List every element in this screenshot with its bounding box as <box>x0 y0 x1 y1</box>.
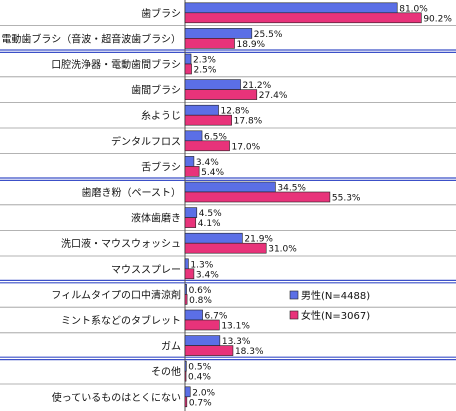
data-label: 12.8% <box>221 107 250 117</box>
data-label: 4.5% <box>199 209 222 219</box>
bar-male <box>184 258 189 270</box>
bar-female <box>184 89 258 100</box>
bar-male <box>184 309 203 321</box>
bar-female <box>184 12 422 24</box>
legend-swatch <box>289 290 299 300</box>
data-label: 17.8% <box>234 117 263 127</box>
category-label: 電動歯ブラシ（音波・超音波歯ブラシ） <box>1 32 181 45</box>
legend-swatch <box>289 310 299 320</box>
bar-female <box>184 396 188 408</box>
data-label: 3.4% <box>196 158 219 168</box>
labels: 歯ブラシ 81.0%90.2%電動歯ブラシ（音波・超音波歯ブラシ） 25.5%18.… <box>1 4 452 408</box>
bar-male <box>184 360 187 372</box>
bar-male <box>184 181 276 193</box>
category-label: 糸ようじ <box>141 110 181 122</box>
bar-male <box>184 28 253 39</box>
category-label: ミント系などのタブレット <box>61 314 181 327</box>
data-label: 21.2% <box>243 81 272 91</box>
category-label: 使っているものはとくにない <box>52 391 181 404</box>
bar-female <box>184 38 235 49</box>
bar-male <box>184 284 187 295</box>
bar-female <box>184 370 187 382</box>
bar-male <box>184 104 219 116</box>
legend: 男性(N=4488) 女性(N=3067) <box>289 289 370 322</box>
category-label: 洗口液・マウスウォッシュ <box>61 237 181 250</box>
bar-male <box>184 130 203 142</box>
legend-label: 男性(N=4488) <box>301 289 370 302</box>
bar-female <box>184 191 331 203</box>
bar-female <box>184 319 220 331</box>
category-label: 歯ブラシ <box>141 7 181 20</box>
bar-male <box>184 386 191 398</box>
category-label: マウススプレー <box>111 264 181 276</box>
data-label: 27.4% <box>259 91 288 101</box>
data-label: 17.0% <box>232 142 261 152</box>
data-label: 2.5% <box>194 66 217 76</box>
bar-male <box>184 79 241 90</box>
data-label: 21.9% <box>244 235 273 245</box>
data-label: 3.4% <box>196 270 219 280</box>
bar-female <box>184 242 267 254</box>
bar-female <box>184 217 197 228</box>
data-label: 0.5% <box>188 363 211 373</box>
data-label: 6.7% <box>205 312 228 322</box>
category-label: 液体歯磨き <box>131 212 181 225</box>
data-label: 13.1% <box>221 322 250 332</box>
bar-male <box>184 335 221 346</box>
category-label: その他 <box>151 365 181 378</box>
bar-female <box>184 63 192 75</box>
category-label: 歯間ブラシ <box>131 84 181 97</box>
category-label: 舌ブラシ <box>141 160 181 173</box>
data-label: 55.3% <box>332 194 361 204</box>
data-label: 0.8% <box>189 296 212 306</box>
bar-male <box>184 207 198 218</box>
data-label: 25.5% <box>254 30 283 40</box>
bars <box>184 2 422 408</box>
data-label: 2.0% <box>192 388 215 398</box>
data-label: 6.5% <box>204 132 227 142</box>
bar-female <box>184 114 232 126</box>
category-label: フィルムタイプの口中清涼剤 <box>51 288 181 301</box>
bar-female <box>184 268 195 280</box>
bar-female <box>184 140 230 152</box>
data-label: 1.3% <box>190 260 213 270</box>
data-label: 5.4% <box>201 168 224 178</box>
bar-male <box>184 2 398 14</box>
data-label: 2.3% <box>193 56 216 66</box>
data-label: 18.9% <box>237 40 266 50</box>
category-label: 口腔洗浄器・電動歯間ブラシ <box>51 58 181 71</box>
bar-female <box>184 345 234 356</box>
category-label: 歯磨き粉（ペースト） <box>82 186 182 199</box>
data-label: 18.3% <box>235 347 264 357</box>
bar-male <box>184 232 243 244</box>
category-label: ガム <box>161 341 181 353</box>
data-label: 0.6% <box>189 286 212 296</box>
data-label: 34.5% <box>277 184 306 194</box>
bar-male <box>184 156 195 167</box>
category-label: デンタルフロス <box>111 135 181 148</box>
data-label: 90.2% <box>423 14 452 24</box>
bar-female <box>184 294 188 305</box>
legend-label: 女性(N=3067) <box>301 309 370 322</box>
data-label: 4.1% <box>198 219 221 229</box>
bar-male <box>184 53 192 65</box>
data-label: 0.7% <box>189 398 212 408</box>
data-label: 31.0% <box>268 245 297 255</box>
data-label: 81.0% <box>399 4 428 14</box>
data-label: 0.4% <box>188 373 211 383</box>
bar-female <box>184 166 200 177</box>
data-label: 13.3% <box>222 337 251 347</box>
